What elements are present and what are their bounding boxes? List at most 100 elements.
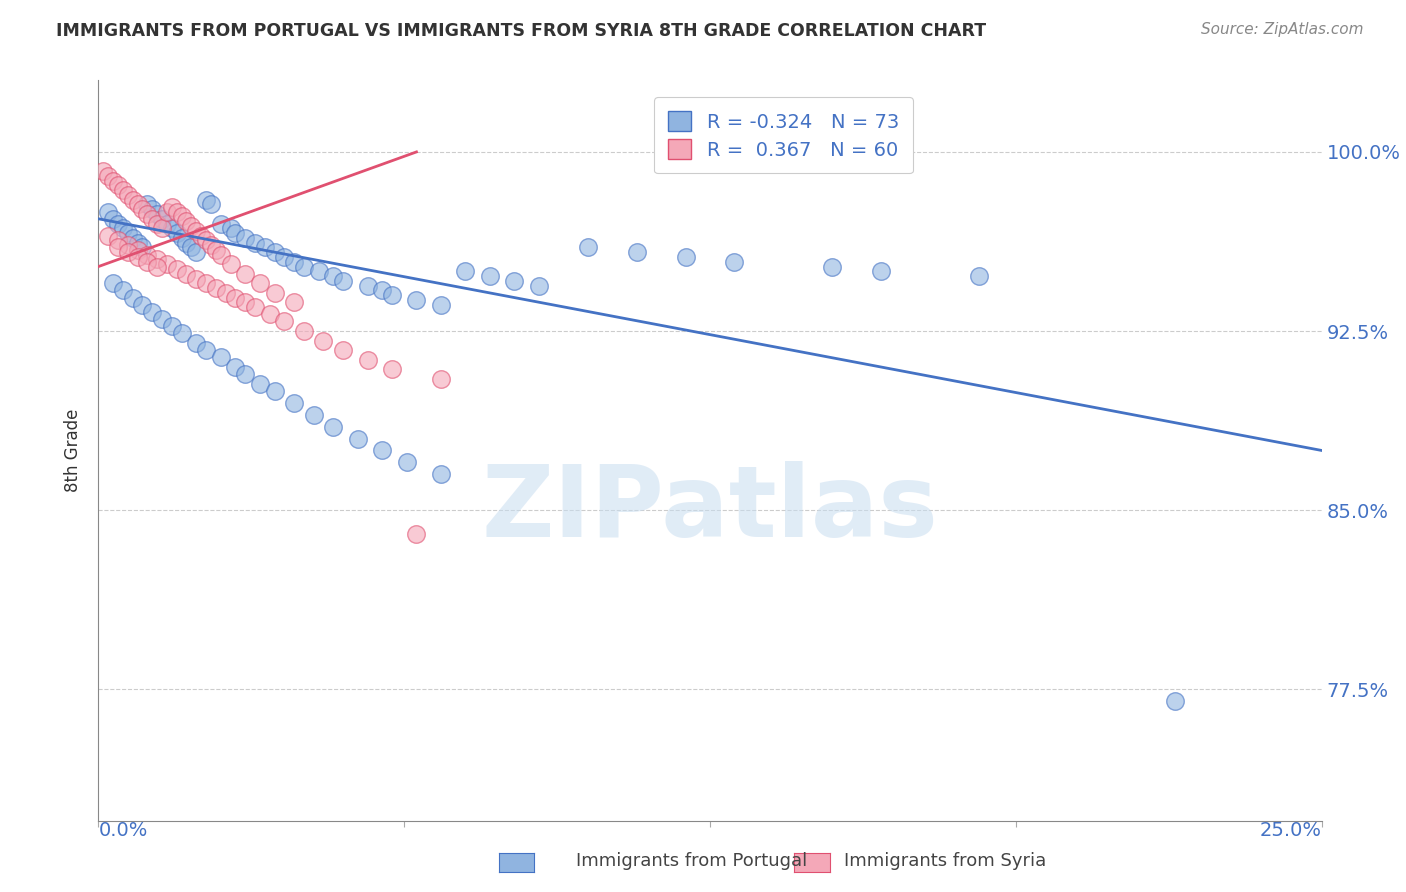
Point (117, 226, 139, 240)
Point (302, 408, 325, 422)
Point (283, 395, 305, 409)
Point (243, 300, 266, 314)
Point (233, 231, 256, 245)
Point (209, 351, 232, 365)
Point (454, 264, 477, 278)
Point (308, 264, 330, 278)
Point (141, 202, 163, 217)
Point (821, 260, 844, 274)
Point (156, 257, 179, 271)
Text: Source: ZipAtlas.com: Source: ZipAtlas.com (1201, 22, 1364, 37)
Point (131, 298, 153, 312)
Point (243, 235, 266, 250)
Point (200, 238, 222, 252)
Point (136, 197, 159, 211)
Point (195, 193, 218, 207)
Point (127, 197, 149, 211)
Point (131, 240, 153, 254)
Point (146, 207, 169, 221)
Point (430, 467, 453, 482)
Point (253, 240, 276, 254)
Point (263, 245, 285, 260)
Point (219, 221, 242, 235)
Text: 0.0%: 0.0% (98, 821, 148, 839)
Point (127, 235, 149, 250)
Point (870, 264, 893, 278)
Point (150, 211, 173, 226)
Legend: R = -0.324   N = 73, R =  0.367   N = 60: R = -0.324 N = 73, R = 0.367 N = 60 (654, 97, 912, 173)
Point (141, 305, 163, 319)
Point (283, 295, 305, 310)
Point (160, 221, 183, 235)
Point (146, 260, 169, 274)
Point (127, 243, 149, 257)
Point (249, 277, 271, 291)
Point (166, 226, 188, 240)
Point (190, 228, 212, 243)
Text: Immigrants from Portugal: Immigrants from Portugal (576, 852, 807, 870)
Point (176, 235, 198, 250)
Point (209, 217, 232, 231)
Y-axis label: 8th Grade: 8th Grade (65, 409, 83, 492)
Point (195, 233, 218, 247)
Point (180, 240, 202, 254)
Point (273, 250, 295, 264)
Point (127, 250, 149, 264)
Point (430, 298, 453, 312)
Point (107, 233, 129, 247)
Point (121, 193, 143, 207)
Point (170, 231, 193, 245)
Point (146, 252, 169, 267)
Point (332, 343, 354, 358)
Point (136, 207, 159, 221)
Point (209, 247, 232, 261)
Point (503, 274, 526, 288)
Point (186, 224, 208, 238)
Point (111, 183, 134, 197)
Point (195, 343, 218, 358)
Point (156, 204, 179, 219)
Point (101, 173, 124, 187)
Point (395, 455, 418, 469)
Text: Immigrants from Syria: Immigrants from Syria (844, 852, 1046, 870)
Point (346, 432, 368, 446)
Point (356, 278, 378, 293)
Point (107, 240, 129, 254)
Point (136, 254, 159, 268)
Point (117, 245, 139, 260)
Point (322, 269, 344, 284)
Point (166, 262, 188, 277)
Point (176, 214, 198, 228)
Point (233, 295, 256, 310)
Point (224, 291, 246, 305)
Point (723, 254, 745, 268)
Point (405, 527, 427, 541)
Point (356, 352, 378, 367)
Point (111, 284, 134, 298)
Point (332, 274, 354, 288)
Point (381, 362, 404, 376)
Point (1164, 694, 1187, 708)
Point (233, 367, 256, 381)
Point (107, 178, 129, 193)
Point (371, 284, 394, 298)
Point (97, 228, 120, 243)
Point (131, 202, 153, 217)
Point (195, 277, 218, 291)
Point (371, 443, 394, 458)
Point (626, 245, 648, 260)
Point (146, 217, 169, 231)
Point (967, 269, 990, 284)
Point (224, 226, 246, 240)
Point (156, 217, 179, 231)
Point (186, 245, 208, 260)
Point (141, 211, 163, 226)
Point (205, 281, 228, 295)
Point (249, 376, 271, 391)
Point (170, 326, 193, 341)
Point (186, 271, 208, 285)
Point (292, 324, 315, 338)
Point (219, 257, 242, 271)
Point (381, 288, 404, 302)
Point (200, 197, 222, 211)
